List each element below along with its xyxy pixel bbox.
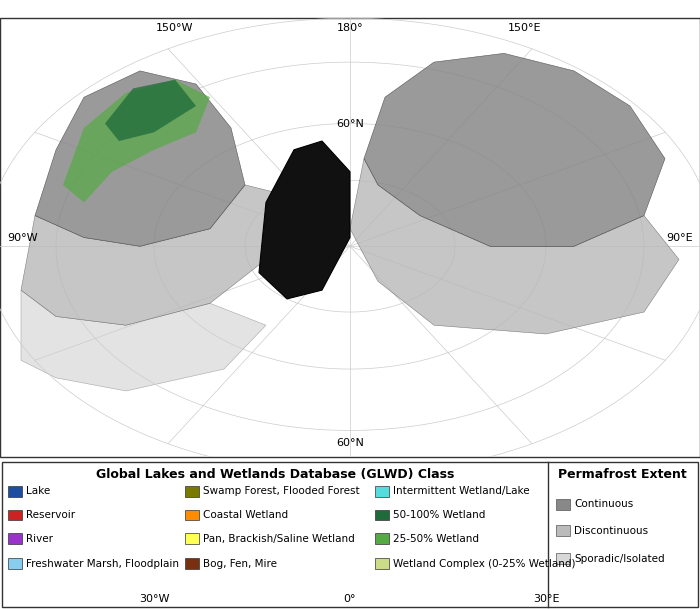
Polygon shape [105, 80, 196, 141]
Bar [8, 485, 22, 496]
Text: 0°: 0° [344, 594, 356, 604]
Text: Intermittent Wetland/Lake: Intermittent Wetland/Lake [393, 486, 530, 496]
Bar [8, 533, 22, 544]
Text: Permafrost Extent: Permafrost Extent [558, 468, 687, 481]
Text: 60°N: 60°N [336, 438, 364, 448]
Text: 25-50% Wetland: 25-50% Wetland [393, 534, 479, 544]
Text: River: River [26, 534, 53, 544]
Bar [556, 554, 570, 564]
Polygon shape [364, 54, 665, 246]
Text: Swamp Forest, Flooded Forest: Swamp Forest, Flooded Forest [203, 486, 360, 496]
Bar [375, 558, 389, 569]
Text: 30°W: 30°W [139, 594, 169, 604]
Polygon shape [259, 141, 350, 299]
Text: Lake: Lake [26, 486, 50, 496]
Bar [185, 533, 199, 544]
Bar [375, 510, 389, 521]
Text: 90°E: 90°E [666, 233, 693, 242]
Text: 30°E: 30°E [533, 594, 559, 604]
Text: Global Lakes and Wetlands Database (GLWD) Class: Global Lakes and Wetlands Database (GLWD… [96, 468, 454, 481]
Polygon shape [35, 71, 245, 246]
Text: Reservoir: Reservoir [26, 510, 75, 520]
Text: Freshwater Marsh, Floodplain: Freshwater Marsh, Floodplain [26, 558, 179, 569]
Text: Pan, Brackish/Saline Wetland: Pan, Brackish/Saline Wetland [203, 534, 355, 544]
Polygon shape [21, 185, 280, 325]
Text: Discontinuous: Discontinuous [574, 526, 648, 536]
Bar [185, 485, 199, 496]
Text: 90°W: 90°W [7, 233, 38, 242]
Polygon shape [350, 158, 679, 334]
Text: Coastal Wetland: Coastal Wetland [203, 510, 288, 520]
Bar [185, 510, 199, 521]
Text: Bog, Fen, Mire: Bog, Fen, Mire [203, 558, 277, 569]
Polygon shape [21, 290, 266, 391]
Text: Sporadic/Isolated: Sporadic/Isolated [574, 554, 664, 564]
Text: 150°W: 150°W [156, 23, 194, 33]
Bar [8, 510, 22, 521]
Bar [556, 499, 570, 510]
Bar [185, 558, 199, 569]
Text: 50-100% Wetland: 50-100% Wetland [393, 510, 485, 520]
Bar [375, 533, 389, 544]
Text: Wetland Complex (0-25% Wetland): Wetland Complex (0-25% Wetland) [393, 558, 575, 569]
Text: 180°: 180° [337, 23, 363, 33]
Bar [556, 526, 570, 537]
Bar [8, 558, 22, 569]
Text: 60°N: 60°N [336, 119, 364, 128]
Polygon shape [63, 80, 210, 202]
Bar [375, 485, 389, 496]
Text: Continuous: Continuous [574, 499, 634, 509]
Text: 150°E: 150°E [508, 23, 542, 33]
